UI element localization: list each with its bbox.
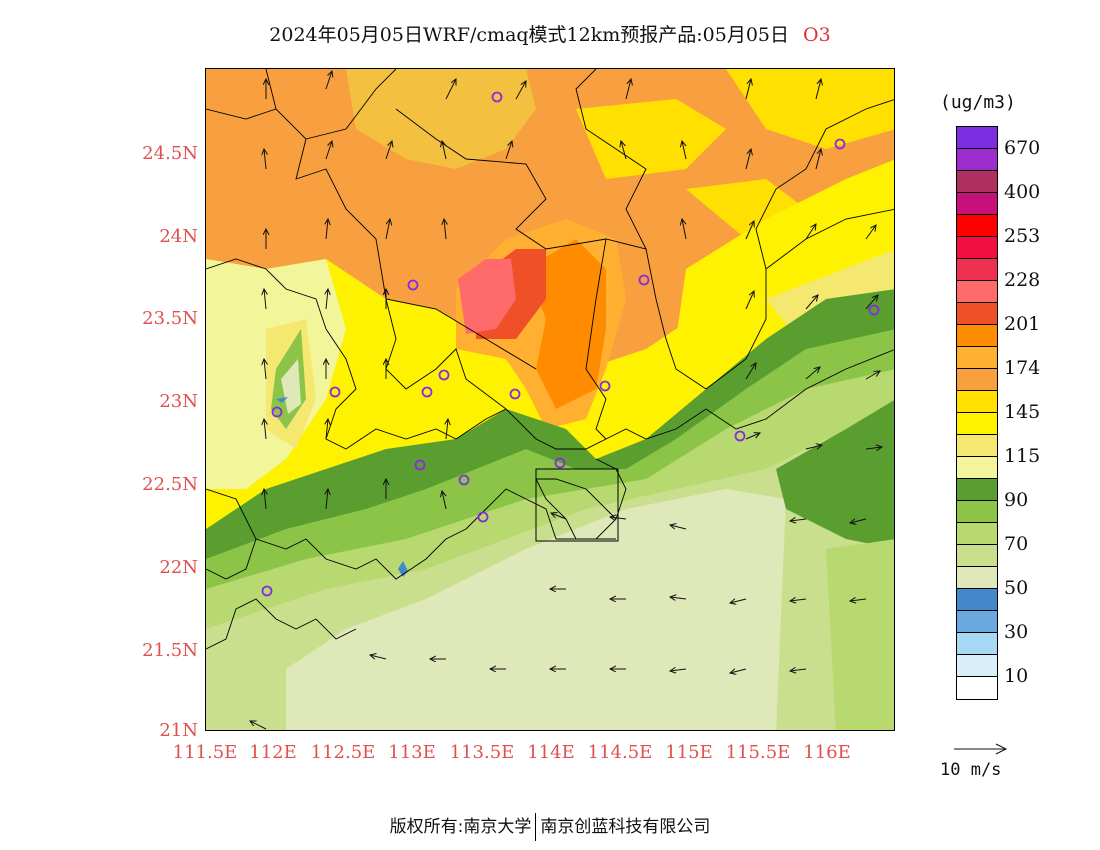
lon-label: 115.5E bbox=[725, 742, 791, 763]
lat-label: 24N bbox=[159, 226, 198, 247]
legend-swatch bbox=[957, 677, 997, 699]
legend-swatch bbox=[957, 237, 997, 259]
lon-label: 115E bbox=[665, 742, 713, 763]
legend-swatch bbox=[957, 127, 997, 149]
lat-label: 24.5N bbox=[142, 143, 198, 164]
legend-swatch bbox=[957, 413, 997, 435]
wind-reference-arrow bbox=[954, 743, 1008, 755]
lon-label: 113E bbox=[388, 742, 436, 763]
legend-swatch bbox=[957, 589, 997, 611]
legend-label: 670 bbox=[1004, 137, 1041, 159]
legend-label: 174 bbox=[1004, 357, 1041, 379]
legend-label: 145 bbox=[1004, 401, 1041, 423]
copyright-footer: 版权所有:南京大学 南京创蓝科技有限公司 bbox=[0, 812, 1100, 841]
lon-label: 112.5E bbox=[310, 742, 376, 763]
concentration-map bbox=[206, 69, 894, 730]
legend-label: 70 bbox=[1004, 533, 1029, 555]
title-species: O3 bbox=[803, 24, 831, 46]
legend-swatch bbox=[957, 391, 997, 413]
legend-swatch bbox=[957, 215, 997, 237]
lat-label: 22N bbox=[159, 557, 198, 578]
lat-label: 21N bbox=[159, 720, 198, 741]
footer-separator bbox=[535, 813, 537, 841]
legend-swatch bbox=[957, 633, 997, 655]
city-box bbox=[535, 468, 619, 542]
legend-swatch bbox=[957, 435, 997, 457]
lon-label: 114E bbox=[527, 742, 575, 763]
legend-label: 50 bbox=[1004, 577, 1029, 599]
legend-swatch bbox=[957, 545, 997, 567]
footer-left: 版权所有:南京大学 bbox=[389, 817, 532, 837]
legend-label: 201 bbox=[1004, 313, 1041, 335]
legend-swatch bbox=[957, 171, 997, 193]
station-markers bbox=[261, 91, 880, 597]
legend-swatch bbox=[957, 325, 997, 347]
legend-swatch bbox=[957, 479, 997, 501]
legend-label: 90 bbox=[1004, 489, 1029, 511]
legend-label: 253 bbox=[1004, 225, 1041, 247]
page-title: 2024年05月05日WRF/cmaq模式12km预报产品:05月05日 O3 bbox=[0, 20, 1100, 47]
legend-label: 400 bbox=[1004, 181, 1041, 203]
wind-reference-label: 10 m/s bbox=[940, 760, 1002, 780]
legend-label: 115 bbox=[1004, 445, 1041, 467]
legend-swatch bbox=[957, 655, 997, 677]
legend-swatch bbox=[957, 457, 997, 479]
legend-swatch bbox=[957, 193, 997, 215]
lon-label: 112E bbox=[249, 742, 297, 763]
legend-swatch bbox=[957, 501, 997, 523]
legend-swatch bbox=[957, 303, 997, 325]
legend-swatch bbox=[957, 149, 997, 171]
footer-right: 南京创蓝科技有限公司 bbox=[540, 817, 711, 837]
legend-swatch bbox=[957, 281, 997, 303]
lon-label: 113.5E bbox=[449, 742, 515, 763]
map-panel[interactable] bbox=[205, 68, 895, 731]
lon-label: 116E bbox=[803, 742, 851, 763]
title-main: 2024年05月05日WRF/cmaq模式12km预报产品:05月05日 bbox=[269, 24, 790, 46]
legend-unit: (ug/m3) bbox=[940, 92, 1016, 113]
legend-swatch bbox=[957, 347, 997, 369]
legend-swatch bbox=[957, 523, 997, 545]
color-legend bbox=[956, 126, 998, 700]
admin-boundaries bbox=[206, 69, 894, 650]
wind-vectors bbox=[250, 71, 882, 730]
legend-swatch bbox=[957, 369, 997, 391]
legend-label: 10 bbox=[1004, 665, 1029, 687]
legend-label: 30 bbox=[1004, 621, 1029, 643]
legend-swatch bbox=[957, 567, 997, 589]
lat-label: 21.5N bbox=[142, 640, 198, 661]
lat-label: 23.5N bbox=[142, 308, 198, 329]
legend-swatch bbox=[957, 611, 997, 633]
lat-label: 23N bbox=[159, 391, 198, 412]
legend-label: 228 bbox=[1004, 269, 1041, 291]
legend-swatch bbox=[957, 259, 997, 281]
lon-label: 111.5E bbox=[172, 742, 238, 763]
lat-label: 22.5N bbox=[142, 474, 198, 495]
lon-label: 114.5E bbox=[587, 742, 653, 763]
